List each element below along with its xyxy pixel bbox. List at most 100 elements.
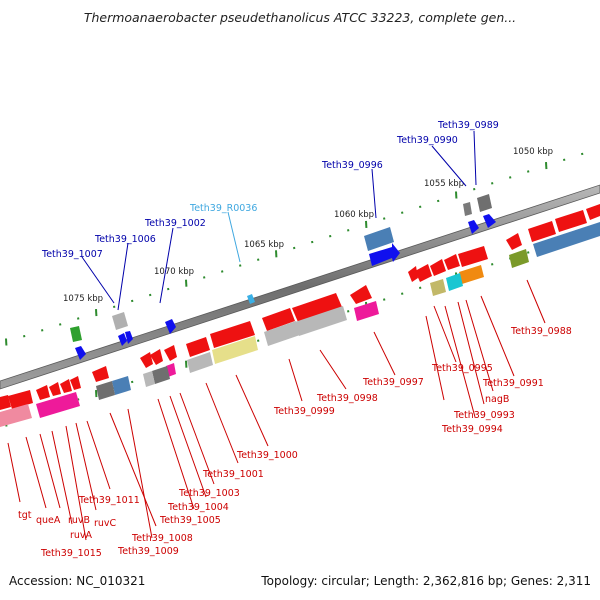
callout-line xyxy=(51,430,73,525)
gene-label-lower[interactable]: Teth39_1015 xyxy=(40,548,102,559)
kbp-scale-labels: 1050 kbp 1055 kbp 1060 kbp 1065 kbp 1070… xyxy=(63,147,553,304)
gene-arrow[interactable] xyxy=(164,345,177,361)
gene-label-lower[interactable]: ruvC xyxy=(94,518,117,529)
gene-label-lower[interactable]: Teth39_1000 xyxy=(236,450,298,461)
gene-label-lower[interactable]: Teth39_1011 xyxy=(78,495,140,506)
gene-arrow[interactable] xyxy=(165,319,176,334)
gene-arrow[interactable] xyxy=(415,264,432,282)
gene-arrow[interactable] xyxy=(408,266,418,282)
gene-arrow[interactable] xyxy=(36,385,50,400)
gene-arrow[interactable] xyxy=(112,376,131,395)
callout-line xyxy=(157,398,195,510)
gene-arrow[interactable] xyxy=(528,221,556,242)
gene-arrow[interactable] xyxy=(444,254,460,270)
gene-arrow[interactable] xyxy=(212,336,258,364)
gene-arrow[interactable] xyxy=(118,333,127,346)
gene-arrow[interactable] xyxy=(210,321,255,348)
gene-arrow[interactable] xyxy=(292,293,342,322)
kbp-label: 1070 kbp xyxy=(154,267,194,277)
gene-label-lower[interactable]: Teth39_1008 xyxy=(131,533,193,544)
gene-arrow[interactable] xyxy=(468,220,479,234)
gene-arrow[interactable] xyxy=(555,210,587,232)
gene-arrow[interactable] xyxy=(506,233,522,250)
callout-line xyxy=(319,349,347,390)
gene-arrow[interactable] xyxy=(152,366,170,384)
gene-label-lower[interactable]: Teth39_0993 xyxy=(453,410,515,421)
gene-arrow[interactable] xyxy=(483,214,496,228)
gene-label-lower[interactable]: Teth39_1005 xyxy=(159,515,221,526)
gene-label-lower[interactable]: Teth39_0997 xyxy=(362,377,424,388)
callout-line xyxy=(425,315,445,401)
gene-arrow[interactable] xyxy=(509,249,529,268)
callout-line xyxy=(81,256,115,304)
callout-line xyxy=(205,382,239,464)
gene-label-upper[interactable]: Teth39_0996 xyxy=(321,160,383,171)
gene-label-upper[interactable]: Teth39_0990 xyxy=(396,135,458,146)
gene-arrow[interactable] xyxy=(446,273,463,291)
gene-arrow[interactable] xyxy=(586,204,600,220)
gene-arrow[interactable] xyxy=(264,321,300,346)
callout-line xyxy=(227,211,241,263)
gene-arrow[interactable] xyxy=(8,390,33,409)
gene-arrow[interactable] xyxy=(125,331,133,344)
gene-arrow[interactable] xyxy=(369,243,400,266)
gene-arrow[interactable] xyxy=(70,326,82,342)
gene-arrow[interactable] xyxy=(60,379,72,393)
gene-arrow[interactable] xyxy=(477,194,492,212)
lower-callouts: Teth39_0988 Teth39_0991 nagB Teth39_0993… xyxy=(7,279,572,559)
kbp-label: 1050 kbp xyxy=(513,147,553,157)
callout-line xyxy=(109,412,157,527)
gene-label-lower[interactable]: Teth39_1004 xyxy=(167,502,229,513)
gene-arrow[interactable] xyxy=(186,337,210,357)
gene-label-lower[interactable]: nagB xyxy=(485,394,509,405)
gene-arrow[interactable] xyxy=(350,285,372,304)
gene-arrow[interactable] xyxy=(533,222,600,257)
gene-label-lower[interactable]: tgt xyxy=(18,510,32,521)
gene-label-upper[interactable]: Teth39_1007 xyxy=(41,249,103,260)
gene-label-lower[interactable]: queA xyxy=(36,515,61,526)
gene-label-upper[interactable]: Teth39_R0036 xyxy=(189,203,257,214)
gene-arrow[interactable] xyxy=(187,352,213,373)
gene-arrow[interactable] xyxy=(150,349,163,365)
callout-line xyxy=(127,408,153,539)
gene-arrow[interactable] xyxy=(463,202,472,216)
gene-label-upper[interactable]: Teth39_1006 xyxy=(94,234,156,245)
gene-arrow[interactable] xyxy=(364,227,394,251)
genome-backbone xyxy=(0,184,600,390)
gene-arrow[interactable] xyxy=(75,346,86,360)
gene-label-lower[interactable]: Teth39_0988 xyxy=(510,326,572,337)
gene-label-lower[interactable]: ruvB xyxy=(68,515,90,526)
gene-arrow[interactable] xyxy=(112,312,128,330)
gene-arrow[interactable] xyxy=(354,301,379,321)
gene-label-lower[interactable]: ruvA xyxy=(70,530,93,541)
gene-arrow[interactable] xyxy=(0,395,11,410)
gene-label-lower[interactable]: Teth39_0998 xyxy=(316,393,378,404)
gene-arrow[interactable] xyxy=(458,246,488,267)
gene-arrow[interactable] xyxy=(92,366,109,382)
gene-arrow[interactable] xyxy=(459,265,484,284)
gene-arrow[interactable] xyxy=(295,306,347,336)
genome-title: Thermoanaerobacter pseudethanolicus ATCC… xyxy=(83,10,517,25)
gene-label-lower[interactable]: Teth39_0991 xyxy=(482,378,544,389)
gene-arrow[interactable] xyxy=(140,352,153,368)
gene-arrow[interactable] xyxy=(96,381,115,400)
gene-arrow[interactable] xyxy=(36,392,80,418)
gene-label-lower[interactable]: Teth39_1001 xyxy=(202,469,264,480)
gene-label-lower[interactable]: Teth39_0994 xyxy=(441,424,503,435)
gene-arrow[interactable] xyxy=(0,404,32,427)
gene-arrow[interactable] xyxy=(70,376,81,390)
gene-arrow[interactable] xyxy=(430,279,446,296)
trna-gene[interactable] xyxy=(247,294,255,304)
gene-label-upper[interactable]: Teth39_1002 xyxy=(144,218,206,229)
gene-arrow[interactable] xyxy=(430,259,446,276)
gene-label-lower[interactable]: Teth39_0999 xyxy=(273,406,335,417)
gene-arrow[interactable] xyxy=(49,382,61,396)
gene-label-lower[interactable]: Teth39_1009 xyxy=(117,546,179,557)
gene-arrow[interactable] xyxy=(143,371,155,387)
gene-label-lower[interactable]: Teth39_0995 xyxy=(431,363,493,374)
gene-arrow[interactable] xyxy=(262,308,295,331)
gene-label-upper[interactable]: Teth39_0989 xyxy=(437,120,499,131)
gene-label-lower[interactable]: Teth39_1003 xyxy=(178,488,240,499)
callout-line xyxy=(179,392,215,485)
